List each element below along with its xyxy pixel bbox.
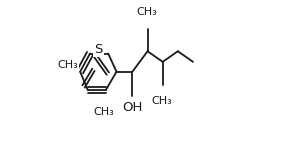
Text: S: S xyxy=(94,43,102,56)
Text: CH₃: CH₃ xyxy=(152,96,172,106)
Text: CH₃: CH₃ xyxy=(57,60,78,70)
Text: CH₃: CH₃ xyxy=(93,107,114,117)
Text: CH₃: CH₃ xyxy=(136,7,157,17)
Text: OH: OH xyxy=(122,101,143,114)
